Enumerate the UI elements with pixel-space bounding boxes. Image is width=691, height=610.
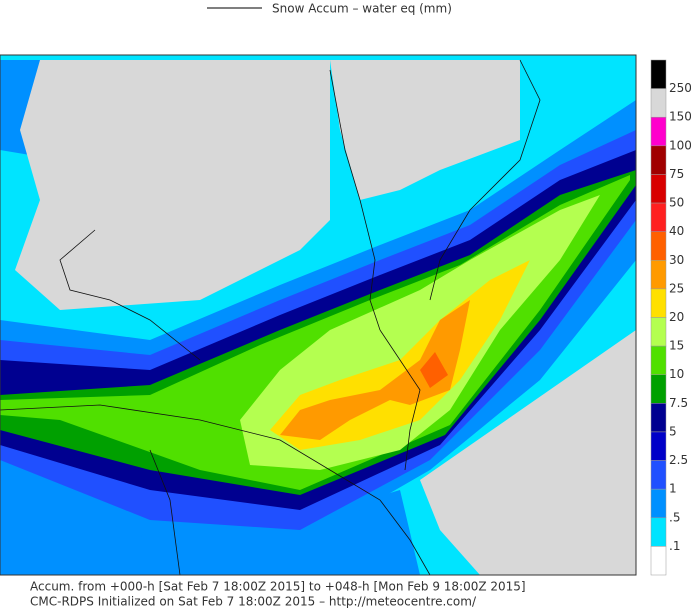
map: [0, 54, 637, 576]
color-box: [650, 403, 667, 433]
color-box: [650, 460, 667, 490]
boundary: [0, 404, 431, 576]
colorbar-label: 30: [669, 253, 684, 267]
colorbar-label: 10: [669, 367, 684, 381]
colorbar-label: 1: [669, 482, 677, 496]
field: [0, 175, 630, 490]
color-box: [650, 488, 667, 519]
color-box: [650, 345, 667, 375]
legend-label: Snow Accum – water eq (mm): [272, 2, 452, 16]
land-gray: [420, 330, 636, 575]
colorbar-label: .1: [669, 539, 680, 553]
color-box: [650, 202, 667, 232]
field: [280, 300, 470, 440]
boundary: [329, 69, 381, 331]
color-box: [650, 59, 667, 89]
footer-line: CMC-RDPS Initialized on Sat Feb 7 18:00Z…: [30, 595, 477, 609]
color-box: [650, 546, 667, 576]
colorbar-label: .5: [669, 510, 680, 524]
boundary: [379, 329, 421, 471]
color-box: [650, 231, 667, 261]
colorbar-label: 40: [669, 224, 684, 238]
colorbar-label: 2.5: [669, 453, 688, 467]
color-box: [650, 145, 667, 175]
map-frame: [0, 54, 637, 576]
boundary: [149, 449, 181, 576]
colorbar-label: 250: [669, 81, 691, 95]
colorbar-label: 50: [669, 196, 684, 210]
colorbar-label: 7.5: [669, 396, 688, 410]
color-box: [650, 88, 667, 118]
footer-line: Accum. from +000-h [Sat Feb 7 18:00Z 201…: [30, 580, 526, 594]
color-box: [650, 288, 667, 318]
land-gray: [330, 60, 520, 200]
colorbar-label: 5: [669, 424, 677, 438]
color-box: [650, 116, 667, 147]
colorbar: 250 150 100 75 50 40 30 25 20 15 10 7.5 5 2.5 1 .5 .1: [650, 59, 691, 576]
boundary: [429, 59, 541, 301]
colorbar-label: 150: [669, 110, 691, 124]
boundary: [59, 229, 201, 361]
color-box: [650, 517, 667, 547]
colorbar-label: 75: [669, 167, 684, 181]
field: [420, 352, 448, 388]
color-box: [650, 174, 667, 204]
land-gray: [15, 60, 330, 310]
colorbar-label: 100: [669, 138, 691, 152]
colorbar-label: 25: [669, 281, 684, 295]
color-box: [650, 317, 667, 347]
color-box: [650, 260, 667, 290]
colorbar-label: 15: [669, 339, 684, 353]
colorbar-label: 20: [669, 310, 684, 324]
color-box: [650, 374, 667, 404]
color-box: [650, 431, 667, 461]
